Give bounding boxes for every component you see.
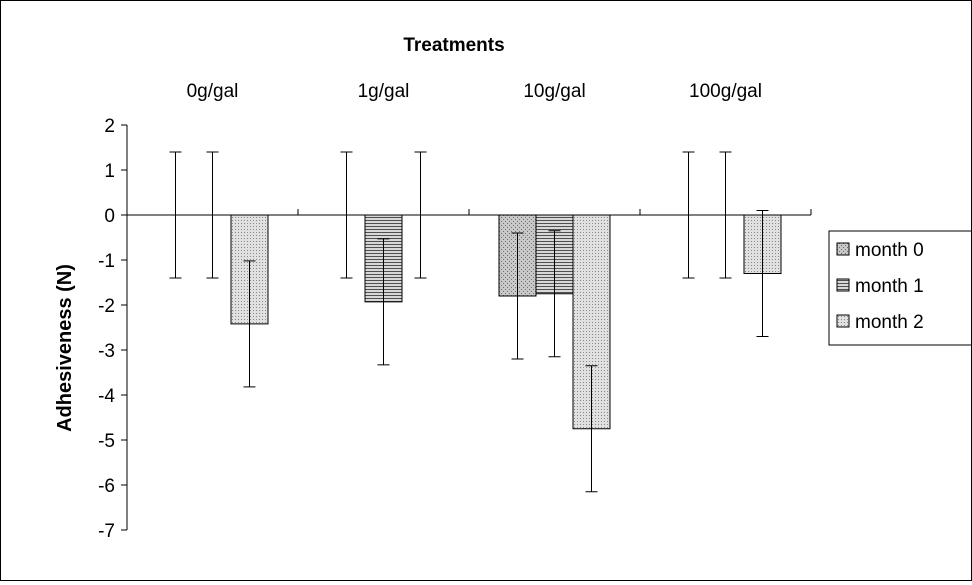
- y-tick-label: -2: [98, 296, 115, 317]
- y-tick-label: 0: [104, 206, 115, 227]
- legend-swatch: [836, 242, 850, 256]
- legend-swatch: [836, 314, 850, 328]
- y-tick-label: -7: [98, 521, 115, 542]
- y-axis-label: Adhesiveness (N): [54, 264, 76, 432]
- legend-swatch: [836, 278, 850, 292]
- error-bars: [169, 151, 769, 493]
- bars: [230, 214, 782, 430]
- axes: 2 1 0 -1 -2 -3 -4 -5 -6 -7: [98, 116, 812, 542]
- category-label: 0g/gal: [187, 81, 239, 102]
- legend-label: month 1: [855, 276, 924, 297]
- legend-label: month 2: [855, 312, 924, 333]
- y-tick-label: -4: [98, 386, 115, 407]
- y-tick-label: 1: [104, 161, 115, 182]
- legend-box: [828, 230, 972, 346]
- category-labels: 0g/gal 1g/gal 10g/gal 100g/gal: [187, 81, 762, 102]
- category-label: 100g/gal: [689, 81, 762, 102]
- y-tick-label: -3: [98, 341, 115, 362]
- chart-title: Treatments: [403, 35, 504, 56]
- category-label: 10g/gal: [523, 81, 585, 102]
- y-tick-label: -5: [98, 431, 115, 452]
- y-tick-label: -6: [98, 476, 115, 497]
- category-label: 1g/gal: [358, 81, 410, 102]
- legend-label: month 0: [855, 240, 924, 261]
- y-tick-label: -1: [98, 251, 115, 272]
- legend: month 0 month 1 month 2: [828, 230, 972, 346]
- y-tick-label: 2: [104, 116, 115, 137]
